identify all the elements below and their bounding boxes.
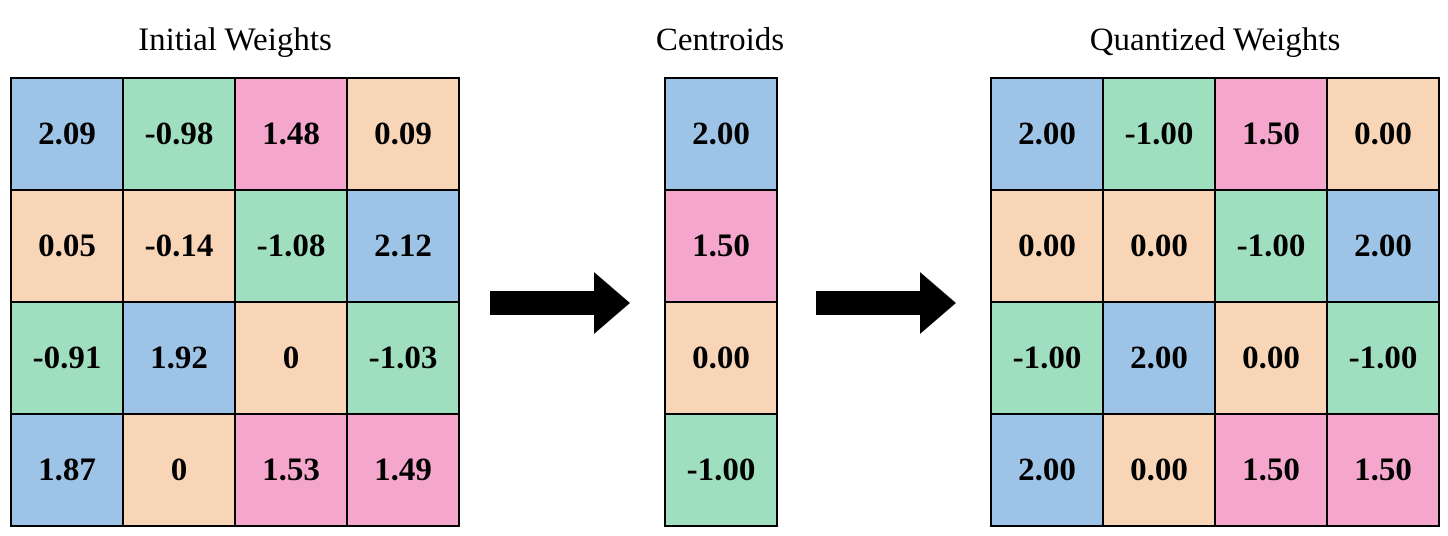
quantized-cell: 2.00 [1327,190,1439,302]
initial-cell: 0 [123,414,235,526]
quantized-cell: 0.00 [1103,190,1215,302]
right-arrow-icon [490,272,630,334]
centroids-column: 2.00 1.50 0.00 -1.00 [664,77,778,527]
quantized-cell: 0.00 [1215,302,1327,414]
centroids-cell: 0.00 [665,302,777,414]
quantized-cell: 2.00 [991,414,1103,526]
quantized-weights-matrix: 2.00 -1.00 1.50 0.00 0.00 0.00 -1.00 2.00 -1.00 2… [990,77,1440,527]
quantized-cell: 2.00 [991,78,1103,190]
initial-cell: -1.08 [235,190,347,302]
quantized-cell: 1.50 [1215,414,1327,526]
quantized-cell: -1.00 [1103,78,1215,190]
quantized-cell: -1.00 [1327,302,1439,414]
quantized-cell: 0.00 [1327,78,1439,190]
quantized-cell: 0.00 [991,190,1103,302]
quantized-cell: -1.00 [991,302,1103,414]
quantized-cell: -1.00 [1215,190,1327,302]
centroids-cell: -1.00 [665,414,777,526]
quantized-cell: 1.50 [1327,414,1439,526]
quantized-cell: 0.00 [1103,414,1215,526]
initial-cell: 1.53 [235,414,347,526]
initial-cell: 2.09 [11,78,123,190]
initial-cell: -0.91 [11,302,123,414]
initial-cell: 1.92 [123,302,235,414]
initial-cell: 0.05 [11,190,123,302]
initial-cell: -1.03 [347,302,459,414]
centroids-cell: 2.00 [665,78,777,190]
centroids-title: Centroids [655,22,785,58]
initial-cell: 1.49 [347,414,459,526]
quantized-cell: 1.50 [1215,78,1327,190]
initial-cell: -0.14 [123,190,235,302]
right-arrow-icon [816,272,956,334]
initial-cell: 1.48 [235,78,347,190]
quantized-weights-title: Quantized Weights [1089,22,1341,58]
quantized-cell: 2.00 [1103,302,1215,414]
centroids-cell: 1.50 [665,190,777,302]
initial-weights-title: Initial Weights [138,22,332,58]
initial-weights-matrix: 2.09 -0.98 1.48 0.09 0.05 -0.14 -1.08 2.12 -0.91… [10,77,460,527]
initial-cell: 1.87 [11,414,123,526]
initial-cell: -0.98 [123,78,235,190]
initial-cell: 2.12 [347,190,459,302]
initial-cell: 0 [235,302,347,414]
initial-cell: 0.09 [347,78,459,190]
